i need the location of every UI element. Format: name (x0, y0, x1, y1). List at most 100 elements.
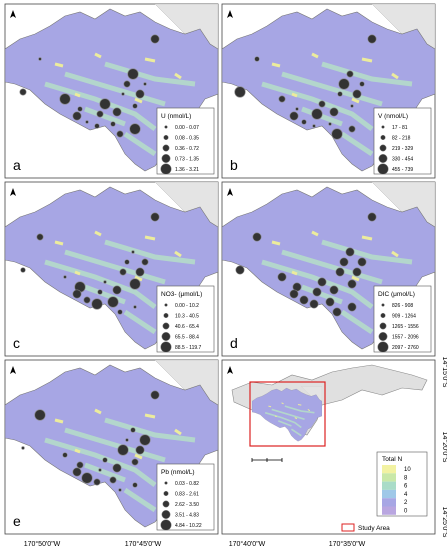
legend-box (156, 107, 215, 175)
legend-swatch (382, 489, 396, 499)
sample-site (124, 259, 130, 265)
sample-site (63, 275, 67, 279)
legend-symbol (160, 519, 172, 531)
sample-site (350, 104, 354, 108)
sample-site (59, 93, 71, 105)
legend-label: 2 (404, 500, 408, 506)
sample-site (91, 298, 103, 310)
sample-site (72, 111, 82, 121)
legend-title: Pb (nmol/L) (161, 469, 195, 476)
sample-site (110, 121, 116, 127)
map-panel: d DIC (μmol/L) 826 - 908 909 - 1264 1265 - 1… (221, 181, 436, 357)
legend-label: 1265 - 1556 (392, 324, 419, 330)
legend-label: 0.36 - 0.72 (175, 146, 199, 152)
map-panel: e Pb (nmol/L) 0.03 - 0.82 0.83 - 2.61 2.62 -… (4, 359, 219, 535)
sample-site (135, 445, 145, 455)
sample-site (135, 267, 145, 277)
sample-site (309, 299, 319, 309)
sample-site (347, 279, 357, 289)
legend-symbol (163, 312, 169, 319)
legend-title: U (nmol/L) (161, 113, 191, 120)
legend-label: 219 - 329 (392, 146, 413, 152)
sample-site (325, 297, 335, 307)
sample-site (312, 124, 316, 128)
legend-symbol (163, 490, 169, 497)
sample-site (299, 295, 309, 305)
legend-symbol (162, 500, 170, 508)
sample-site (117, 444, 129, 456)
legend-label: 3.51 - 4.83 (175, 513, 199, 519)
sample-site (96, 110, 104, 118)
legend-symbol (164, 125, 168, 129)
legend-label: 0.08 - 0.35 (175, 136, 199, 142)
legend-swatch (382, 473, 396, 482)
legend-symbol (161, 154, 171, 163)
legend-label: 4 (404, 492, 408, 498)
latitude-label: 14°25'0"S (441, 507, 447, 538)
sample-site (93, 478, 101, 486)
sample-site (295, 107, 299, 111)
sample-site (337, 91, 343, 97)
sample-site (139, 434, 151, 446)
legend-title: V (nmol/L) (378, 113, 408, 120)
legend-label: 2.62 - 3.50 (175, 502, 199, 508)
legend-box (373, 107, 432, 175)
sample-site (252, 232, 262, 242)
sample-site (367, 212, 377, 222)
legend-label: 8 (404, 475, 408, 481)
legend-title: Total N (382, 456, 403, 463)
sample-site (332, 307, 342, 317)
legend-swatch (382, 465, 396, 474)
sample-site (346, 70, 354, 78)
sample-site (277, 272, 287, 282)
sample-site (94, 123, 100, 129)
sample-site (328, 122, 332, 126)
legend-symbol (164, 481, 168, 485)
legend-label: 909 - 1264 (392, 314, 416, 320)
sample-site (117, 309, 123, 315)
sample-site (36, 233, 44, 241)
sample-site (130, 427, 136, 433)
legend-label: 1.36 - 3.21 (175, 167, 199, 173)
sample-site (335, 267, 345, 277)
sample-site (116, 130, 124, 138)
study-area-box (249, 381, 326, 447)
sample-site (150, 390, 160, 400)
sample-site (150, 34, 160, 44)
sample-site (338, 78, 350, 90)
legend-swatch (382, 506, 396, 515)
sample-site (235, 265, 245, 275)
sample-site (127, 68, 139, 80)
sample-site (352, 89, 362, 99)
legend-symbol (378, 332, 388, 341)
sample-site (301, 119, 307, 125)
legend-symbol (381, 303, 385, 307)
legend-label: 826 - 908 (392, 303, 413, 309)
sample-site (98, 468, 102, 472)
legend-label: 10.3 - 40.5 (175, 314, 199, 320)
longitude-label: 170°50'0"W (24, 540, 61, 548)
legend-label: 0.73 - 1.35 (175, 157, 199, 163)
legend-label: 40.6 - 65.4 (175, 324, 199, 330)
sample-site (318, 100, 326, 108)
sample-site (20, 267, 26, 273)
longitude-label: 170°35'0"W (329, 540, 366, 548)
legend-swatch (382, 498, 396, 507)
panel-letter: d (230, 335, 238, 351)
sample-site (345, 247, 355, 257)
sample-site (317, 277, 327, 287)
north-arrow (227, 188, 233, 196)
legend-label: 82 - 218 (392, 136, 411, 142)
legend-label: 2097 - 2760 (392, 345, 419, 351)
sample-site (125, 438, 129, 442)
sample-site (112, 463, 122, 473)
scale-bar (251, 458, 283, 462)
sample-site (19, 88, 27, 96)
legend-label: 17 - 81 (392, 125, 408, 131)
legend-symbol (379, 144, 387, 152)
legend-label: 6 (404, 484, 408, 490)
north-arrow (10, 10, 16, 18)
legend-label: 1557 - 2096 (392, 335, 419, 341)
sample-site (143, 82, 147, 86)
sample-site (107, 296, 119, 308)
